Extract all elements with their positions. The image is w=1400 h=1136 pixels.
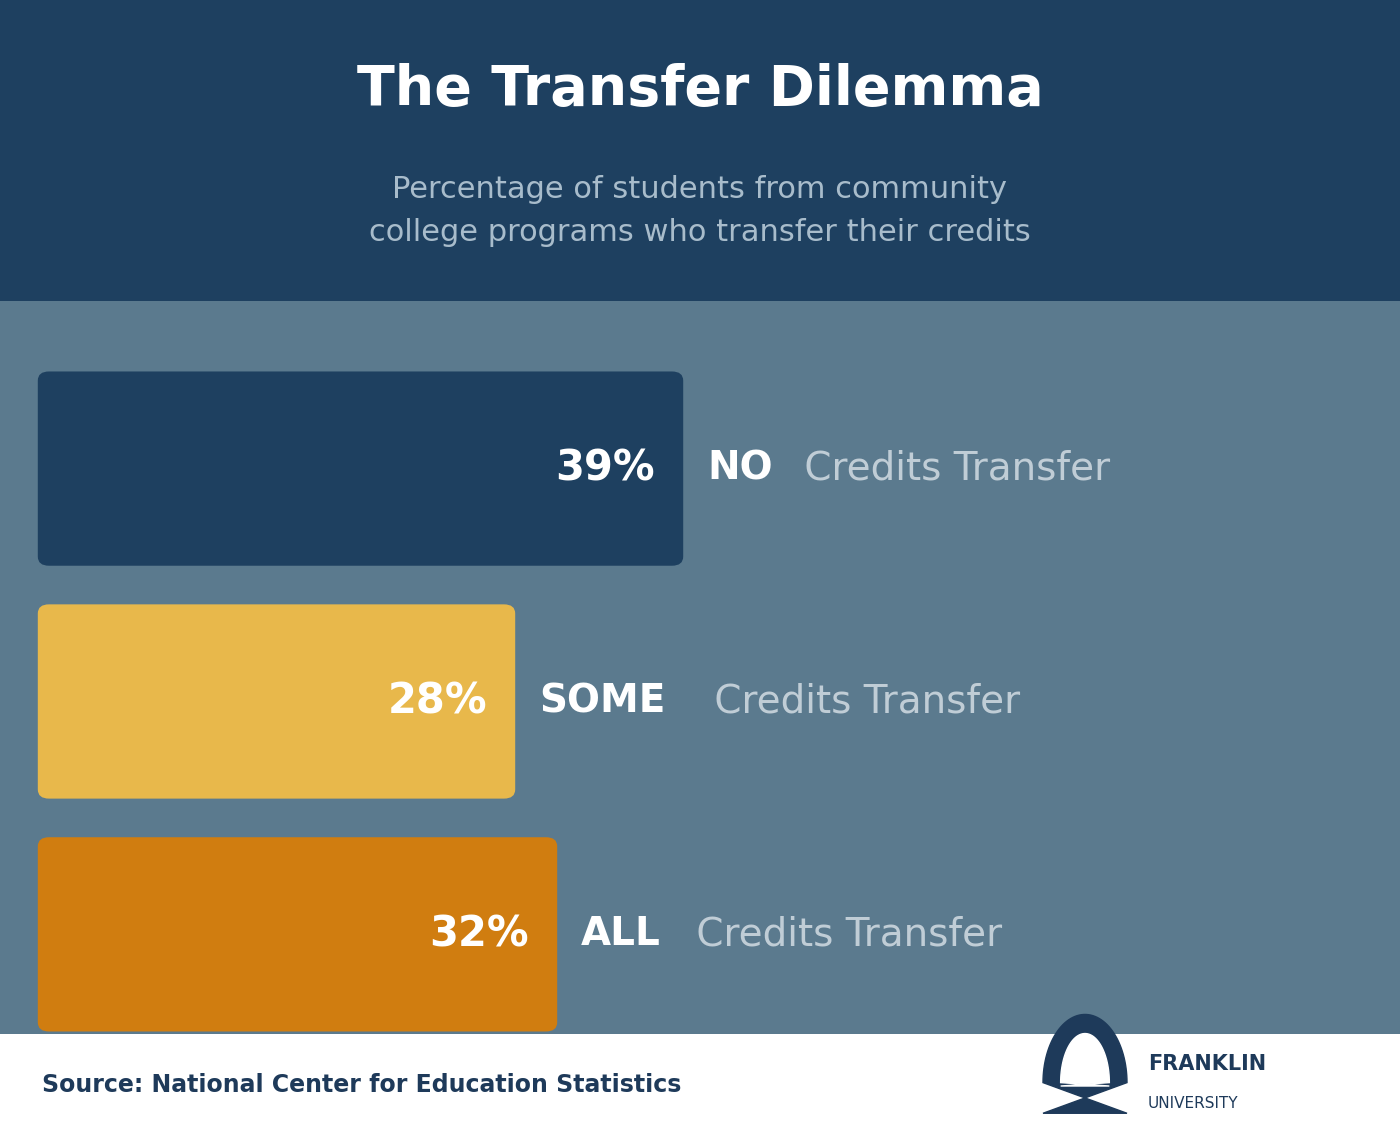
Polygon shape [1043, 1014, 1127, 1113]
FancyBboxPatch shape [0, 0, 1400, 301]
Text: ALL: ALL [581, 916, 661, 953]
Text: 32%: 32% [430, 913, 529, 955]
Text: SOME: SOME [539, 683, 665, 720]
Text: FRANKLIN: FRANKLIN [1148, 1054, 1266, 1075]
Text: Credits Transfer: Credits Transfer [701, 683, 1021, 720]
Text: The Transfer Dilemma: The Transfer Dilemma [357, 64, 1043, 117]
Text: Percentage of students from community
college programs who transfer their credit: Percentage of students from community co… [370, 175, 1030, 247]
Text: 28%: 28% [388, 680, 487, 722]
Text: UNIVERSITY: UNIVERSITY [1148, 1095, 1239, 1111]
FancyBboxPatch shape [0, 1034, 1400, 1136]
FancyBboxPatch shape [38, 604, 515, 799]
Text: NO: NO [707, 450, 773, 487]
Text: Credits Transfer: Credits Transfer [791, 450, 1110, 487]
FancyBboxPatch shape [38, 837, 557, 1031]
Polygon shape [1061, 1034, 1109, 1086]
Text: 39%: 39% [556, 448, 655, 490]
FancyBboxPatch shape [0, 301, 1400, 1034]
Text: Source: National Center for Education Statistics: Source: National Center for Education St… [42, 1072, 682, 1097]
FancyBboxPatch shape [38, 371, 683, 566]
Text: Credits Transfer: Credits Transfer [685, 916, 1002, 953]
